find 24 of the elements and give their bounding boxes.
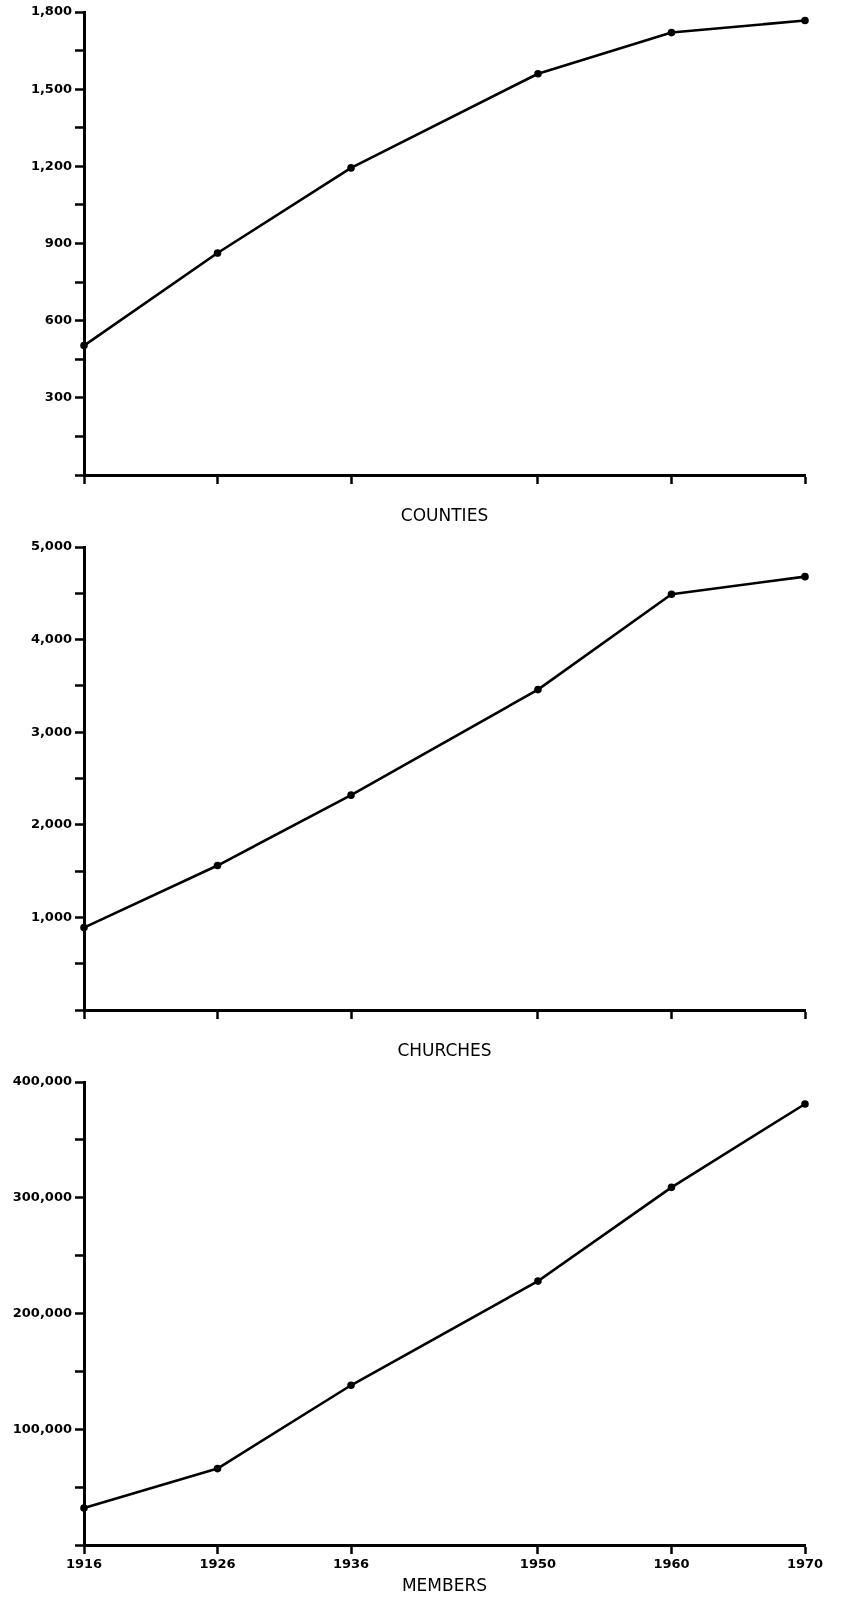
y-tick-label: 1,800 — [30, 3, 72, 19]
x-axis-title: MEMBERS — [401, 1575, 488, 1596]
y-tick-label: 1,200 — [30, 157, 72, 173]
y-tick-label: 4,000 — [30, 630, 72, 646]
x-axis-title: CHURCHES — [397, 1040, 492, 1061]
y-tick-label: 200,000 — [12, 1304, 72, 1320]
y-tick-label: 100,000 — [12, 1420, 72, 1436]
x-tick-label: 1936 — [332, 1556, 370, 1572]
x-tick-label: 1960 — [653, 1556, 690, 1572]
y-tick-label: 3,000 — [30, 723, 72, 739]
y-tick-label: 300 — [44, 389, 72, 405]
x-axis-title: COUNTIES — [400, 505, 489, 526]
y-tick-label: 300,000 — [12, 1189, 72, 1205]
y-tick-label: 400,000 — [12, 1073, 72, 1089]
y-tick-label: 1,000 — [30, 908, 72, 924]
y-tick-label: 2,000 — [30, 816, 72, 832]
y-tick-label: 1,500 — [30, 80, 72, 96]
x-tick-label: 1970 — [786, 1556, 824, 1572]
x-tick-label: 1950 — [519, 1556, 557, 1572]
y-tick-label: 5,000 — [30, 538, 72, 554]
x-tick-label: 1926 — [199, 1556, 236, 1572]
x-tick-label: 1916 — [65, 1556, 103, 1572]
y-tick-label: 600 — [44, 312, 72, 328]
y-tick-label: 900 — [44, 234, 72, 250]
